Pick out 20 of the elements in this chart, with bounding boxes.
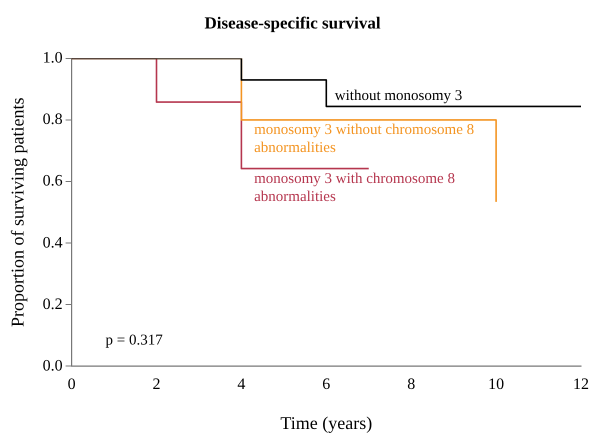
series-label: without monosomy 3 xyxy=(334,88,462,104)
y-tick-label: 0.0 xyxy=(42,357,63,374)
chart-title: Disease-specific survival xyxy=(204,14,381,33)
series-label: monosomy 3 with chromosome 8 abnormalities xyxy=(254,171,455,206)
x-tick-label: 0 xyxy=(68,376,76,394)
x-tick-label: 8 xyxy=(407,376,416,394)
x-tick-label: 2 xyxy=(152,376,160,394)
x-tick-label: 6 xyxy=(322,376,330,394)
y-tick-label: 0.8 xyxy=(42,111,63,128)
x-tick-label: 12 xyxy=(573,376,589,394)
x-tick-label: 4 xyxy=(237,376,246,394)
y-axis-title: Proportion of surviving patients xyxy=(8,98,28,328)
y-tick-label: 0.4 xyxy=(42,234,63,252)
series-label: monosomy 3 without chromosome 8 abnormalities xyxy=(254,122,474,156)
y-tick-label: 1.0 xyxy=(42,50,63,67)
x-axis-title: Time (years) xyxy=(280,412,372,433)
x-tick-label: 10 xyxy=(488,376,504,394)
annotation: p = 0.317 xyxy=(106,332,164,349)
y-tick-label: 0.6 xyxy=(42,172,63,190)
y-tick-label: 0.2 xyxy=(42,296,63,313)
